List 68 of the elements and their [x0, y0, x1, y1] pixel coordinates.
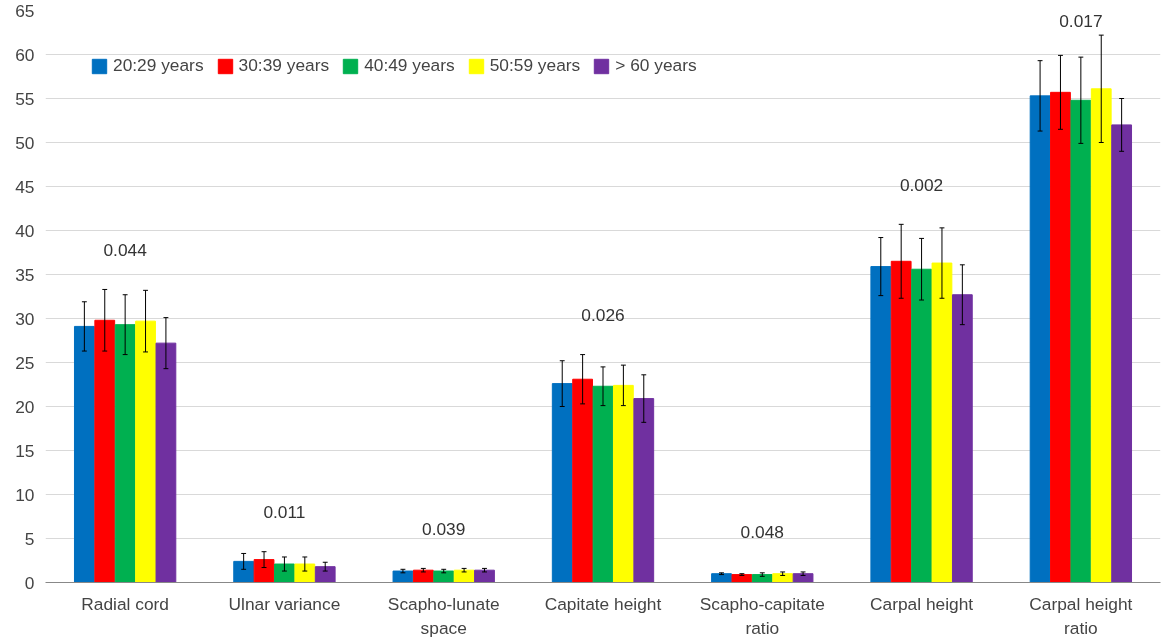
bar [711, 573, 732, 583]
x-tick-label: Scapho-lunate space [387, 593, 500, 638]
annotation: 0.002 [899, 174, 944, 195]
bar [114, 324, 136, 583]
bar [870, 266, 892, 583]
y-tick-label: 10 [15, 484, 35, 505]
bar [931, 262, 953, 583]
bar [73, 325, 95, 583]
legend-label: 20:29 years [113, 55, 204, 76]
y-tick-label: 50 [15, 132, 35, 153]
bar [792, 573, 814, 583]
y-tick-label: 5 [24, 528, 35, 549]
bar [1029, 95, 1051, 583]
bar [911, 268, 932, 583]
legend-label: 40:49 years [364, 55, 455, 76]
bar [572, 378, 593, 583]
x-tick-label: Carpal height [870, 593, 974, 614]
legend-label: > 60 years [615, 55, 697, 76]
bar [613, 384, 634, 583]
bar [751, 574, 773, 583]
y-tick-label: 60 [15, 44, 35, 65]
bar [274, 563, 295, 583]
annotation: 0.048 [740, 522, 784, 543]
annotation: 0.011 [263, 502, 306, 523]
legend-label: 50:59 years [489, 55, 581, 76]
bar [1070, 99, 1092, 583]
y-tick-label: 35 [15, 264, 35, 285]
y-tick-label: 65 [15, 0, 35, 21]
bar [951, 294, 973, 583]
bar [412, 569, 434, 583]
y-tick-label: 20 [15, 396, 35, 417]
bar [731, 574, 753, 583]
bar [772, 573, 794, 583]
bar [1050, 91, 1071, 583]
x-tick-label: Scapho-capitate ratio [699, 593, 825, 638]
bar [155, 342, 177, 583]
bar [94, 319, 116, 583]
legend-label: 30:39 years [238, 55, 330, 76]
bar [453, 569, 475, 583]
y-tick-label: 25 [15, 352, 35, 373]
x-tick-label: Capitate height [544, 593, 662, 614]
annotation: 0.039 [422, 518, 466, 539]
bar [1111, 124, 1133, 583]
y-tick-label: 55 [15, 88, 35, 109]
annotation: 0.044 [103, 239, 148, 260]
bar [474, 569, 495, 583]
bar [233, 560, 255, 583]
x-tick-label: Carpal height ratio [1029, 593, 1133, 638]
bar [314, 566, 336, 583]
bar [135, 320, 156, 583]
bar [1090, 88, 1112, 583]
bar [592, 385, 614, 583]
bar [551, 383, 573, 583]
x-tick-label: Radial cord [81, 593, 169, 614]
bar [253, 559, 275, 583]
y-tick-label: 40 [15, 220, 35, 241]
bar [392, 570, 414, 583]
y-tick-label: 30 [15, 308, 35, 329]
x-tick-label: Ulnar variance [228, 593, 341, 614]
annotation: 0.026 [581, 304, 625, 325]
bar [633, 398, 655, 583]
y-tick-label: 0 [24, 572, 35, 593]
bar [433, 570, 455, 583]
annotation: 0.017 [1059, 11, 1103, 32]
y-tick-label: 45 [15, 176, 35, 197]
bar [294, 563, 316, 583]
bar [890, 260, 912, 583]
y-tick-label: 15 [15, 440, 35, 461]
